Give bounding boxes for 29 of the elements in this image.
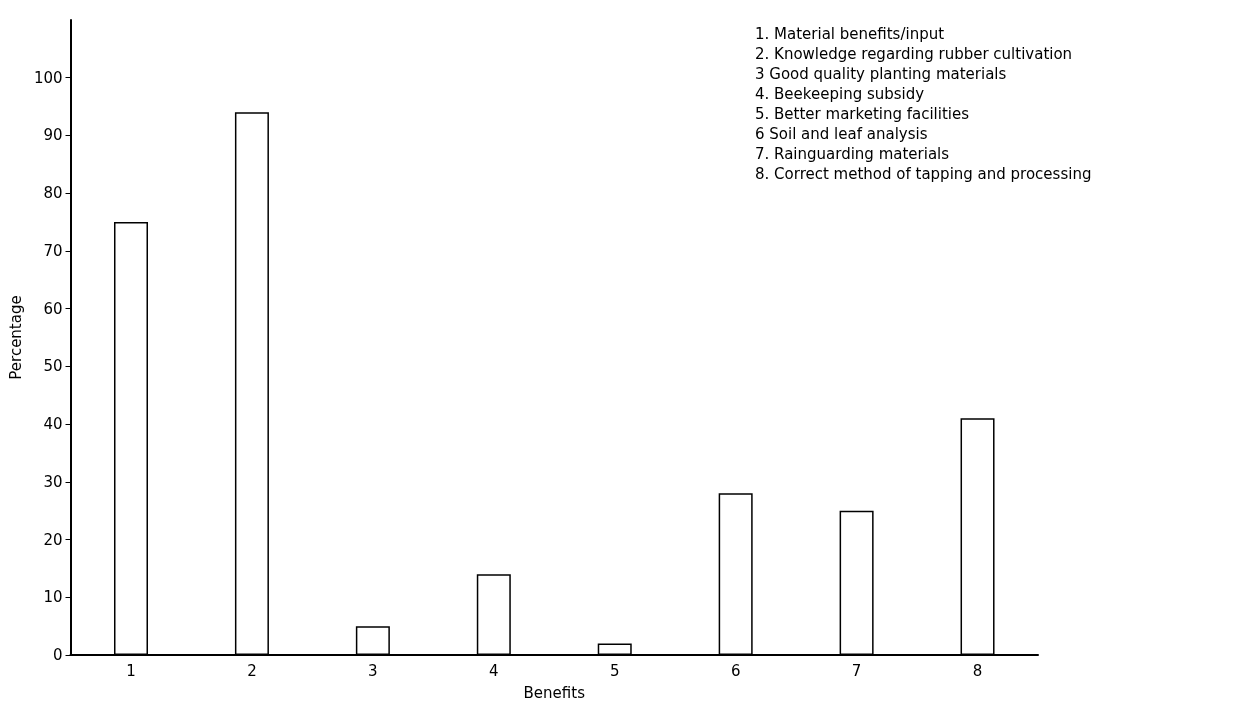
annotation: 8. Correct method of tapping and processing (755, 164, 1092, 183)
y-tick-label: 80 (43, 184, 63, 203)
annotation: 6 Soil and leaf analysis (755, 124, 928, 143)
annotation: 2. Knowledge regarding rubber cultivation (755, 44, 1073, 63)
y-tick-label: 100 (33, 68, 63, 87)
y-tick-label: 70 (43, 241, 63, 260)
annotation: 4. Beekeeping subsidy (755, 84, 925, 103)
y-tick-label: 10 (43, 588, 63, 607)
x-tick-label: 8 (972, 661, 983, 680)
annotation: 5. Better marketing facilities (755, 104, 970, 123)
x-tick-label: 1 (126, 661, 136, 680)
x-tick-label: 6 (730, 661, 741, 680)
y-tick-label: 60 (43, 299, 63, 318)
y-tick-label: 20 (43, 530, 63, 549)
y-tick-label: 30 (43, 472, 63, 491)
x-tick-label: 7 (851, 661, 862, 680)
x-tick-label: 3 (368, 661, 378, 680)
y-axis-title: Percentage (6, 295, 25, 380)
y-tick-label: 40 (43, 415, 63, 434)
annotation: 1. Material benefits/input (755, 24, 945, 43)
x-tick-label: 2 (247, 661, 257, 680)
x-tick-label: 5 (609, 661, 620, 680)
y-tick-label: 50 (43, 357, 63, 376)
y-tick-label: 0 (52, 646, 63, 664)
annotation: 7. Rainguarding materials (755, 144, 950, 163)
x-axis-title: Benefits (523, 683, 586, 702)
x-tick-label: 4 (489, 661, 499, 680)
y-tick-label: 90 (43, 126, 63, 145)
annotation: 3 Good quality planting materials (755, 64, 1007, 83)
